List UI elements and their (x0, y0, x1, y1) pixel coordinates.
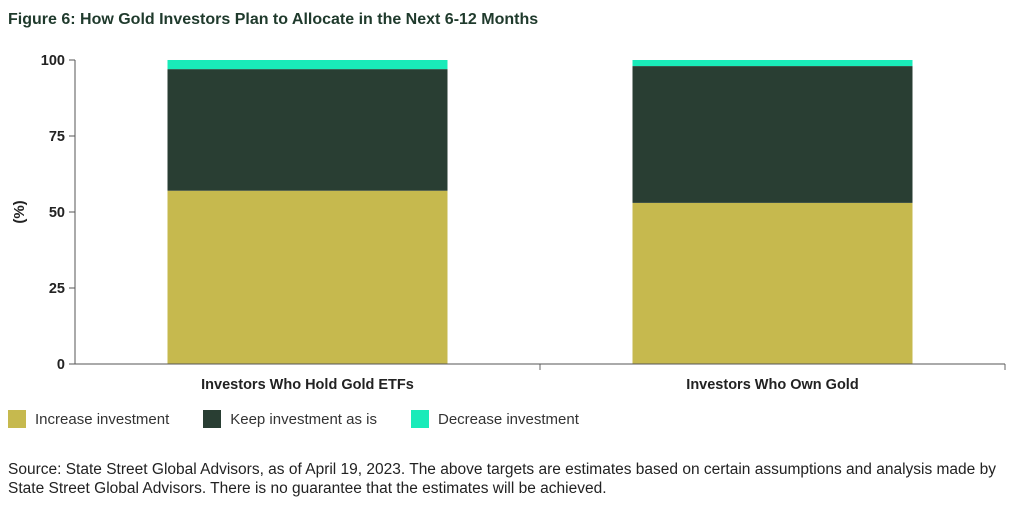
legend-label-decrease: Decrease investment (437, 410, 579, 428)
legend-swatch-increase (8, 410, 26, 428)
y-axis-label: (%) (11, 200, 28, 223)
y-tick-label: 0 (57, 357, 65, 373)
bar-segment-1-3 (167, 60, 448, 70)
stacked-bar-chart: Investors Who Hold Gold ETFs Investors Wh… (11, 53, 1006, 393)
legend-item-decrease: Decrease investment (410, 410, 579, 428)
bar-segment-2-2 (632, 66, 913, 203)
legend-swatch-decrease (410, 410, 429, 428)
chart-title: Figure 6: How Gold Investors Plan to All… (8, 11, 539, 28)
legend-label-keep: Keep investment as is (230, 410, 377, 428)
y-tick-label: 75 (49, 129, 65, 145)
x-tick-label: Investors Who Own Gold (686, 377, 858, 393)
source-note: Source: State Street Global Advisors, as… (8, 461, 996, 497)
legend-item-keep: Keep investment as is (203, 410, 377, 428)
bar-segment-2-1 (632, 202, 913, 364)
y-tick-label: 50 (49, 205, 65, 221)
x-tick-label: Investors Who Hold Gold ETFs (201, 377, 414, 393)
legend: Increase investment Keep investment as i… (8, 410, 613, 428)
y-tick-label: 25 (49, 281, 65, 297)
legend-item-increase: Increase investment (8, 410, 169, 428)
legend-swatch-keep (203, 410, 222, 428)
bar-segment-1-1 (167, 190, 448, 364)
y-tick-label: 100 (41, 53, 65, 69)
legend-label-increase: Increase investment (35, 410, 170, 428)
bar-segment-2-3 (632, 60, 913, 67)
bar-group (167, 60, 913, 364)
bar-segment-1-2 (167, 69, 448, 191)
axes: Investors Who Hold Gold ETFs Investors Wh… (41, 53, 1006, 393)
